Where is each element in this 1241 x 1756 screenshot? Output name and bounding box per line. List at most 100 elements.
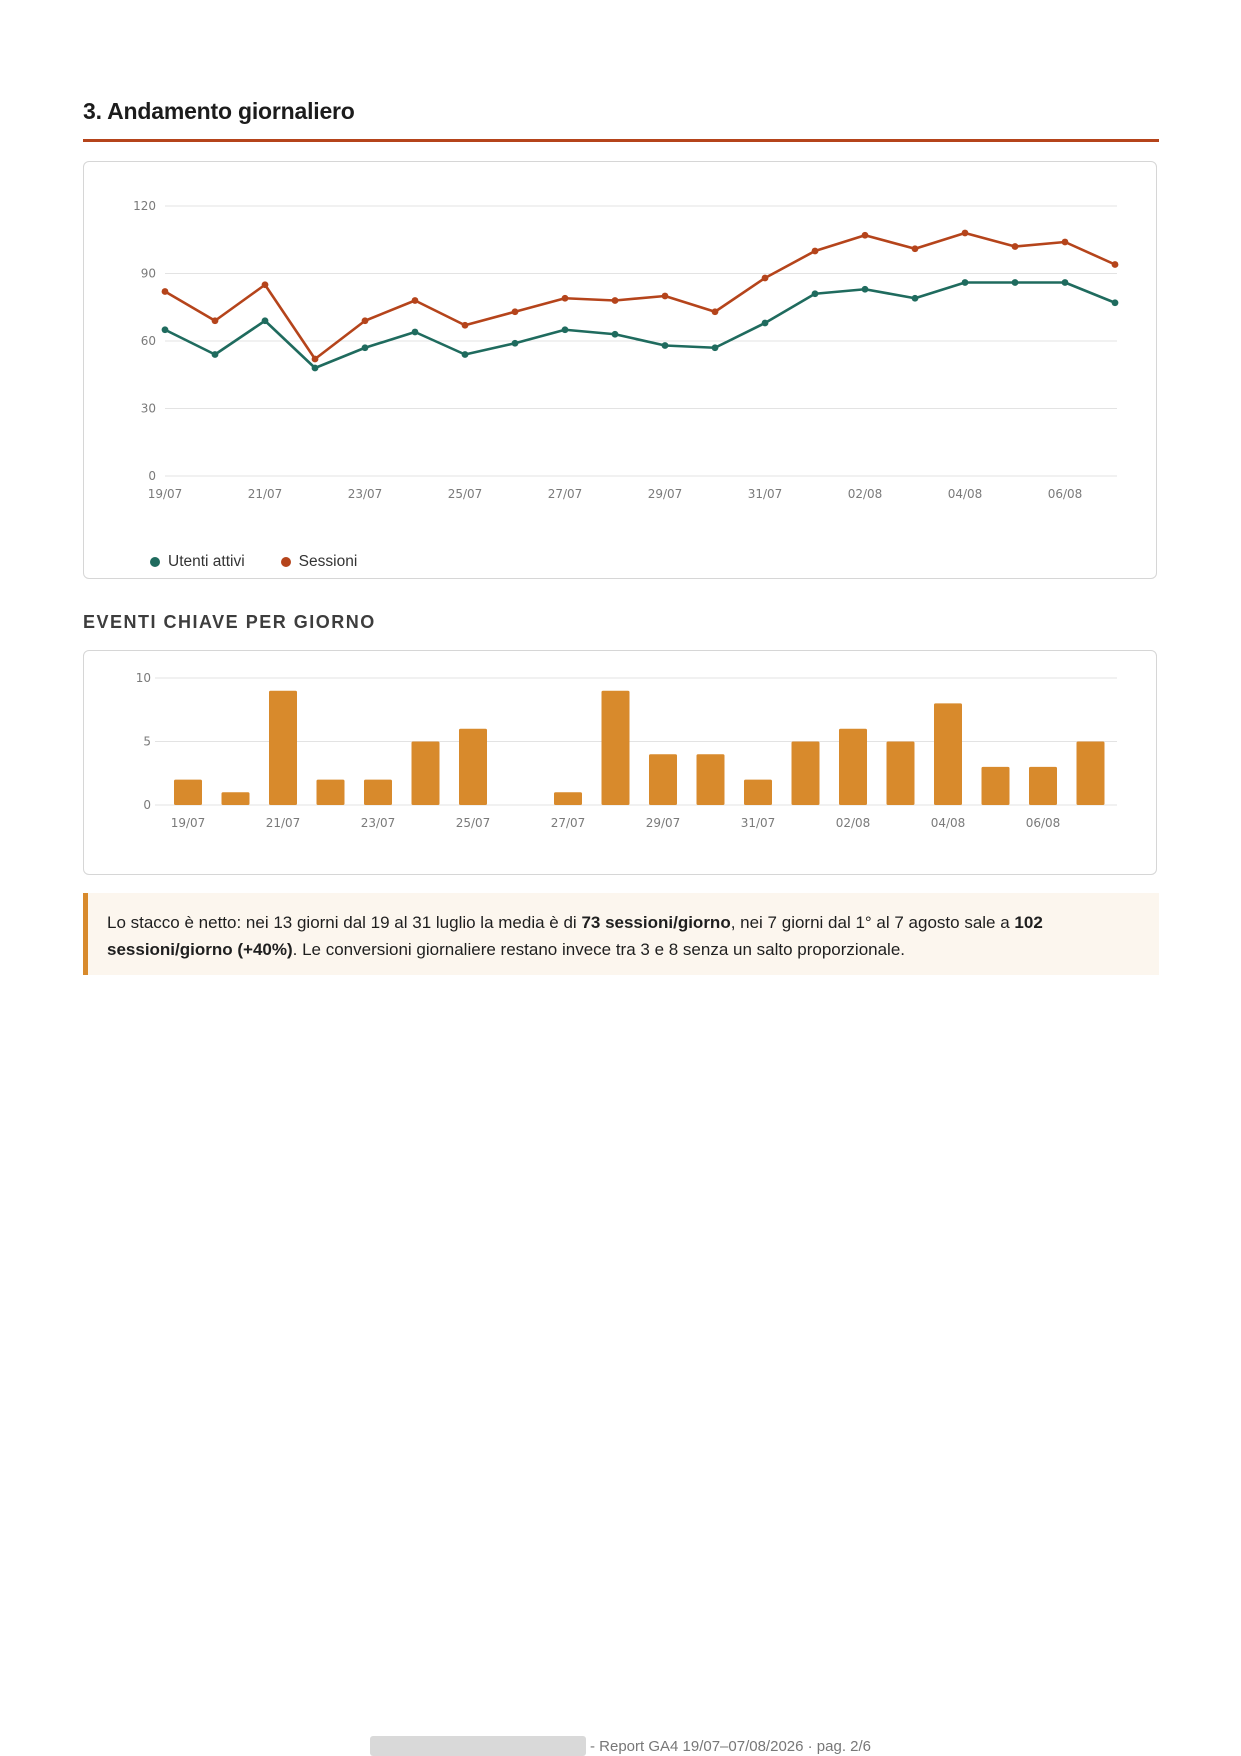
daily-trend-chart-card: 0 30 60 90 120 19/07 21/07 23/07 25/07 27/07 29/07… bbox=[83, 161, 1157, 579]
data-point bbox=[211, 351, 219, 358]
data-point bbox=[261, 317, 269, 325]
x-tick-label: 19/07 bbox=[148, 487, 183, 501]
bar bbox=[934, 703, 962, 805]
bar bbox=[364, 779, 392, 805]
data-point bbox=[811, 290, 819, 298]
data-point bbox=[861, 285, 869, 293]
section-title: 3. Andamento giornaliero bbox=[83, 98, 355, 124]
key-events-bar-chart: 0 5 10 19/07 21/07 23/07 25/07 27/07 29/07 31/07 0… bbox=[136, 671, 1117, 830]
data-point bbox=[611, 330, 619, 338]
data-point bbox=[211, 317, 219, 325]
x-tick-label: 06/08 bbox=[1026, 816, 1061, 830]
x-tick-label: 25/07 bbox=[456, 816, 491, 830]
bar bbox=[316, 779, 345, 805]
data-point bbox=[961, 279, 969, 286]
x-tick-label: 23/07 bbox=[361, 816, 396, 830]
data-point bbox=[411, 328, 419, 336]
data-point bbox=[361, 344, 369, 352]
y-tick-label: 10 bbox=[136, 671, 151, 685]
data-point bbox=[561, 326, 569, 334]
bar bbox=[174, 779, 202, 805]
bar bbox=[839, 728, 867, 805]
data-point bbox=[1061, 238, 1069, 246]
data-point bbox=[311, 364, 319, 372]
bar bbox=[554, 792, 582, 805]
bar bbox=[886, 741, 915, 805]
bar bbox=[791, 741, 820, 805]
bar bbox=[221, 792, 250, 805]
bar bbox=[1029, 766, 1057, 805]
note-text-3: . Le conversioni giornaliere restano inv… bbox=[292, 940, 906, 959]
daily-trend-line-chart: 0 30 60 90 120 19/07 21/07 23/07 25/07 27/07 29/07… bbox=[133, 199, 1119, 501]
users-legend-dot bbox=[150, 557, 160, 567]
data-point bbox=[511, 308, 519, 316]
x-tick-label: 04/08 bbox=[931, 816, 966, 830]
data-point bbox=[711, 308, 719, 316]
bar bbox=[601, 690, 630, 805]
data-point bbox=[1011, 243, 1019, 250]
key-events-heading: EVENTI CHIAVE PER GIORNO bbox=[83, 612, 376, 632]
x-tick-label: 21/07 bbox=[266, 816, 301, 830]
data-point bbox=[1111, 261, 1119, 268]
x-tick-label: 27/07 bbox=[551, 816, 586, 830]
data-point bbox=[661, 292, 669, 300]
redacted-company-name bbox=[369, 1736, 586, 1756]
x-tick-label: 25/07 bbox=[448, 487, 483, 501]
x-tick-label: 29/07 bbox=[646, 816, 681, 830]
legend-item-users[interactable]: Utenti attivi bbox=[150, 553, 245, 571]
x-tick-label: 19/07 bbox=[171, 816, 206, 830]
data-point bbox=[1061, 279, 1069, 286]
y-tick-label: 30 bbox=[141, 402, 156, 416]
y-tick-label: 0 bbox=[148, 469, 156, 483]
x-tick-label: 06/08 bbox=[1048, 487, 1083, 501]
note-text-2: , nei 7 giorni dal 1° al 7 agosto sale a bbox=[730, 913, 1015, 932]
data-point bbox=[1111, 299, 1119, 307]
data-point bbox=[261, 281, 269, 289]
bar bbox=[744, 779, 772, 805]
footer-text: - Report GA4 19/07–07/08/2026 · pag. 2/6 bbox=[589, 1737, 872, 1755]
data-point bbox=[411, 297, 419, 304]
bar bbox=[981, 766, 1010, 805]
bar bbox=[459, 728, 487, 805]
x-tick-label: 04/08 bbox=[948, 487, 983, 501]
series-line bbox=[164, 281, 1116, 370]
data-point bbox=[461, 351, 469, 358]
bar bbox=[411, 741, 440, 805]
data-point bbox=[611, 297, 619, 304]
note-bold-1: 73 sessioni/giorno bbox=[581, 913, 731, 932]
data-point bbox=[711, 344, 719, 352]
note-text-1: Lo stacco è netto: nei 13 giorni dal 19 … bbox=[107, 913, 582, 932]
x-tick-label: 31/07 bbox=[741, 816, 776, 830]
data-point bbox=[761, 274, 769, 282]
key-events-chart-card: 0 5 10 19/07 21/07 23/07 25/07 27/07 29/07 31/07 0… bbox=[83, 650, 1157, 875]
data-point bbox=[361, 317, 369, 325]
x-tick-label: 21/07 bbox=[248, 487, 283, 501]
x-tick-label: 27/07 bbox=[548, 487, 583, 501]
note-bold-2: 102 sessioni/giorno (+40%) bbox=[107, 913, 1043, 959]
data-point bbox=[761, 319, 769, 327]
legend-label-sessions: Sessioni bbox=[298, 553, 358, 570]
legend-item-sessions[interactable]: Sessioni bbox=[280, 553, 358, 571]
data-point bbox=[311, 355, 319, 363]
x-tick-label: 31/07 bbox=[748, 487, 783, 501]
y-tick-label: 5 bbox=[143, 735, 151, 749]
legend-label-users: Utenti attivi bbox=[168, 553, 245, 570]
y-tick-label: 90 bbox=[141, 267, 156, 281]
data-point bbox=[561, 294, 569, 302]
bar bbox=[269, 690, 297, 805]
series-line bbox=[164, 231, 1116, 361]
x-tick-label: 29/07 bbox=[648, 487, 683, 501]
bar bbox=[649, 754, 677, 805]
data-point bbox=[811, 247, 819, 255]
data-point bbox=[911, 245, 919, 253]
title-divider bbox=[83, 139, 1159, 142]
page-footer: - Report GA4 19/07–07/08/2026 · pag. 2/6 bbox=[0, 1736, 1241, 1756]
bar bbox=[1076, 741, 1105, 805]
x-tick-label: 02/08 bbox=[836, 816, 871, 830]
data-point bbox=[161, 326, 169, 334]
y-tick-label: 60 bbox=[141, 334, 156, 348]
data-point bbox=[911, 294, 919, 302]
data-point bbox=[511, 339, 519, 347]
data-point bbox=[961, 229, 969, 237]
data-point bbox=[661, 342, 669, 349]
